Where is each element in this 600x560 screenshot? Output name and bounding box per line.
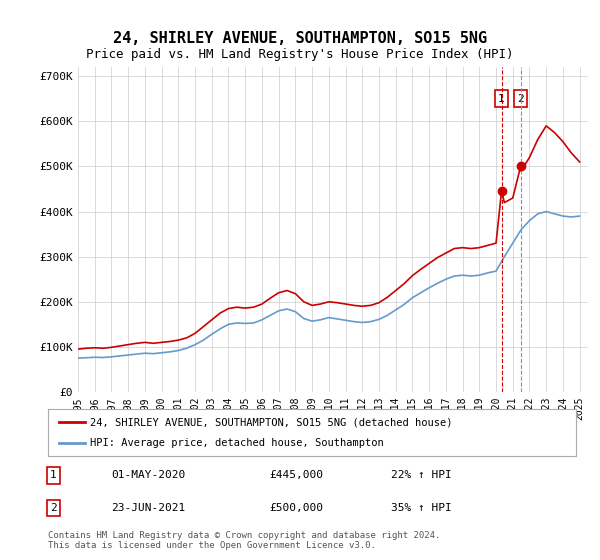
Text: £500,000: £500,000 xyxy=(270,503,324,513)
Text: 22% ↑ HPI: 22% ↑ HPI xyxy=(391,470,452,480)
Text: 2: 2 xyxy=(517,94,524,104)
Text: 35% ↑ HPI: 35% ↑ HPI xyxy=(391,503,452,513)
Text: Price paid vs. HM Land Registry's House Price Index (HPI): Price paid vs. HM Land Registry's House … xyxy=(86,48,514,60)
Text: 1: 1 xyxy=(50,470,56,480)
Text: 01-MAY-2020: 01-MAY-2020 xyxy=(112,470,185,480)
Text: 1: 1 xyxy=(498,94,505,104)
Text: Contains HM Land Registry data © Crown copyright and database right 2024.
This d: Contains HM Land Registry data © Crown c… xyxy=(48,530,440,550)
Text: 23-JUN-2021: 23-JUN-2021 xyxy=(112,503,185,513)
Text: £445,000: £445,000 xyxy=(270,470,324,480)
Text: 24, SHIRLEY AVENUE, SOUTHAMPTON, SO15 5NG: 24, SHIRLEY AVENUE, SOUTHAMPTON, SO15 5N… xyxy=(113,31,487,46)
Text: 24, SHIRLEY AVENUE, SOUTHAMPTON, SO15 5NG (detached house): 24, SHIRLEY AVENUE, SOUTHAMPTON, SO15 5N… xyxy=(90,417,453,427)
Text: 2: 2 xyxy=(50,503,56,513)
Text: HPI: Average price, detached house, Southampton: HPI: Average price, detached house, Sout… xyxy=(90,438,384,448)
